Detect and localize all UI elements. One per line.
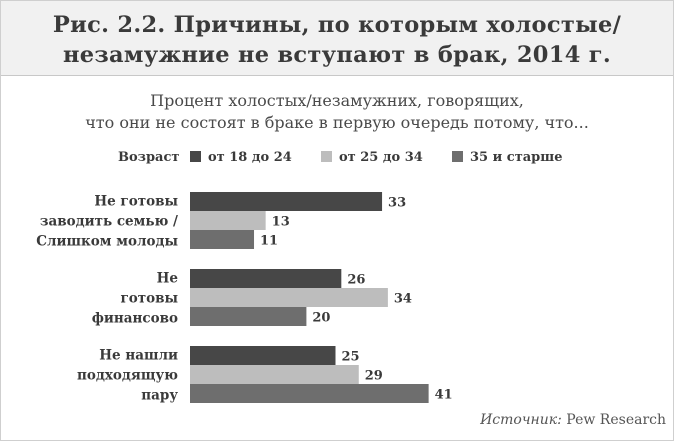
value-label-3-3: 41 bbox=[435, 388, 453, 403]
bar-2-2 bbox=[190, 288, 388, 307]
legend-label-3: 35 и старше bbox=[470, 150, 563, 165]
bar-1-1 bbox=[190, 192, 383, 211]
subtitle-line-2: что они не состоят в браке в первую очер… bbox=[85, 113, 589, 132]
bar-1-3 bbox=[190, 230, 255, 249]
category-label-1-3: Слишком молоды bbox=[36, 234, 178, 250]
chart-subtitle: Процент холостых/незамужних, говорящих, … bbox=[0, 90, 674, 134]
category-label-2-3: финансово bbox=[92, 311, 178, 327]
value-label-3-1: 25 bbox=[342, 350, 360, 365]
category-label-3-3: пару bbox=[141, 388, 178, 404]
category-label-1-1: Не готовы bbox=[94, 194, 178, 210]
title-line-1: Рис. 2.2. Причины, по которым холостые/ bbox=[52, 12, 622, 38]
legend-swatch-3 bbox=[452, 151, 463, 162]
legend-title: Возраст bbox=[118, 150, 179, 165]
value-label-2-2: 34 bbox=[394, 292, 412, 307]
bar-2-3 bbox=[190, 307, 307, 326]
figure-header: Рис. 2.2. Причины, по которым холостые/ … bbox=[1, 1, 673, 76]
value-label-1-2: 13 bbox=[272, 215, 290, 230]
legend-label-2: от 25 до 34 bbox=[339, 150, 423, 165]
value-label-2-1: 26 bbox=[347, 273, 365, 288]
category-label-3-1: Не нашли bbox=[99, 348, 178, 364]
category-label-1-2: заводить семью / bbox=[40, 214, 178, 230]
bar-3-1 bbox=[190, 346, 336, 365]
bar-3-2 bbox=[190, 365, 359, 384]
legend-swatch-2 bbox=[321, 151, 332, 162]
source-label: Источник: bbox=[480, 412, 562, 428]
value-label-1-3: 11 bbox=[260, 234, 278, 249]
bar-1-2 bbox=[190, 211, 266, 230]
category-label-3-2: подходящую bbox=[77, 368, 178, 384]
legend-swatch-1 bbox=[190, 151, 201, 162]
value-label-1-1: 33 bbox=[388, 196, 406, 211]
subtitle-line-1: Процент холостых/незамужних, говорящих, bbox=[150, 91, 524, 110]
category-label-2-2: готовы bbox=[120, 291, 178, 307]
bar-3-3 bbox=[190, 384, 429, 403]
source-note: Источник: Pew Research bbox=[480, 412, 666, 428]
legend-label-1: от 18 до 24 bbox=[208, 150, 292, 165]
figure-title: Рис. 2.2. Причины, по которым холостые/ … bbox=[1, 10, 673, 70]
value-label-3-2: 29 bbox=[365, 369, 383, 384]
source-name: Pew Research bbox=[566, 412, 666, 428]
title-line-2: незамужние не вступают в брак, 2014 г. bbox=[62, 42, 612, 68]
category-label-2-1: Не bbox=[157, 271, 178, 287]
bar-2-1 bbox=[190, 269, 342, 288]
value-label-2-3: 20 bbox=[312, 311, 330, 326]
